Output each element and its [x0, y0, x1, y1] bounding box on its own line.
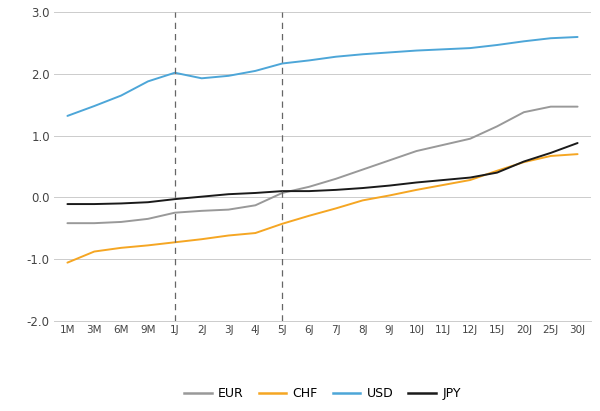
- Legend: EUR, CHF, USD, JPY: EUR, CHF, USD, JPY: [179, 382, 466, 405]
